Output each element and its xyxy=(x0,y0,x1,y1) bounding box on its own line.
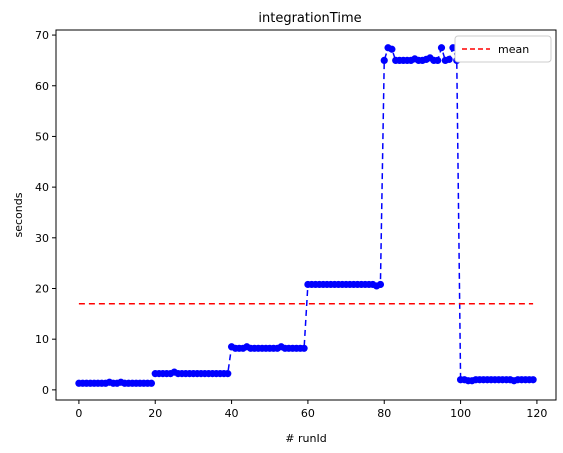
data-point xyxy=(529,376,537,384)
y-tick-label: 50 xyxy=(35,130,49,143)
x-axis-label: # runId xyxy=(285,432,326,445)
y-tick-label: 70 xyxy=(35,29,49,42)
data-point xyxy=(147,379,156,387)
chart-title: integrationTime xyxy=(258,11,361,26)
x-tick-label: 60 xyxy=(301,407,315,420)
y-tick-label: 40 xyxy=(35,181,49,194)
data-point xyxy=(437,44,446,52)
data-point xyxy=(388,45,396,53)
x-tick-label: 80 xyxy=(377,407,391,420)
x-tick-label: 0 xyxy=(75,407,82,420)
x-tick-label: 40 xyxy=(225,407,239,420)
data-point xyxy=(434,56,442,65)
y-axis: 0 10 20 30 40 50 60 70 xyxy=(35,29,56,397)
x-tick-label: 100 xyxy=(450,407,471,420)
y-tick-label: 20 xyxy=(35,282,49,295)
chart-marks xyxy=(75,44,537,387)
data-point xyxy=(445,55,453,64)
y-axis-label: seconds xyxy=(12,192,25,237)
y-tick-label: 0 xyxy=(42,384,49,397)
x-axis: 0 20 40 60 80 100 120 xyxy=(75,400,547,420)
legend-entry-mean: mean xyxy=(498,43,529,56)
data-point xyxy=(300,344,308,352)
plot-frame xyxy=(55,29,557,401)
y-tick-label: 10 xyxy=(35,333,49,346)
data-point xyxy=(376,280,385,289)
series-0-line xyxy=(78,45,534,385)
x-tick-label: 20 xyxy=(148,407,162,420)
data-point xyxy=(224,370,232,378)
data-point xyxy=(380,56,388,65)
legend-box xyxy=(454,35,552,63)
x-tick-label: 120 xyxy=(526,407,547,420)
y-tick-label: 30 xyxy=(35,232,49,245)
y-tick-label: 60 xyxy=(35,80,49,93)
legend: mean xyxy=(454,35,552,63)
